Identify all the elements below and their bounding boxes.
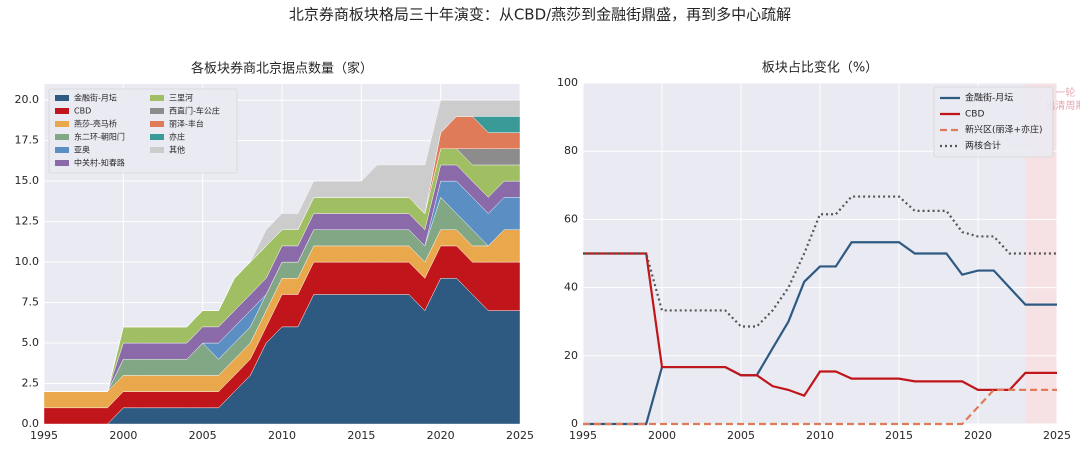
legend-box bbox=[933, 86, 1054, 158]
y-tick-label: 40 bbox=[564, 281, 578, 294]
y-tick-label: 5.0 bbox=[22, 336, 40, 349]
subplot-title: 各板块券商北京据点数量（家） bbox=[191, 61, 373, 77]
x-tick-label: 1995 bbox=[30, 429, 58, 442]
y-tick-label: 15.0 bbox=[15, 174, 40, 187]
legend-swatch bbox=[55, 95, 69, 101]
legend-label: 亦庄 bbox=[169, 132, 185, 142]
line bbox=[583, 195, 1057, 328]
subplot-title: 板块占比变化（%） bbox=[762, 60, 878, 76]
legend-label: CBD bbox=[74, 107, 91, 116]
y-tick-label: 10.0 bbox=[15, 255, 40, 268]
legend-label: 金融街-月坛 bbox=[965, 92, 1013, 104]
x-tick-label: 2025 bbox=[506, 429, 534, 442]
y-tick-label: 0.0 bbox=[22, 417, 40, 430]
x-tick-label: 2000 bbox=[109, 429, 137, 442]
x-tick-label: 2015 bbox=[885, 429, 913, 442]
x-tick-label: 2005 bbox=[189, 429, 217, 442]
x-tick-label: 2010 bbox=[268, 429, 296, 442]
line bbox=[583, 252, 1057, 398]
legend-swatch bbox=[150, 108, 164, 114]
annotation: 一轮 bbox=[1055, 86, 1075, 99]
legend-label: 西直门-车公庄 bbox=[169, 106, 220, 116]
legend-label: 东二环-朝阳门 bbox=[74, 132, 125, 142]
annotation: 出清周期 bbox=[1045, 99, 1080, 112]
y-tick-label: 60 bbox=[564, 212, 578, 225]
y-tick-label: 12.5 bbox=[15, 215, 40, 228]
x-tick-label: 2020 bbox=[427, 429, 455, 442]
legend-swatch bbox=[55, 108, 69, 114]
legend-label: 丽泽-丰台 bbox=[169, 119, 204, 129]
legend-swatch bbox=[150, 121, 164, 127]
x-tick-label: 2015 bbox=[347, 429, 375, 442]
legend-label: 中关村-知春路 bbox=[74, 158, 125, 168]
y-tick-label: 80 bbox=[564, 144, 578, 157]
y-tick-label: 2.5 bbox=[22, 377, 40, 390]
legend-swatch bbox=[150, 134, 164, 140]
x-tick-label: 2005 bbox=[727, 429, 755, 442]
legend-label: 新兴区(丽泽+亦庄) bbox=[965, 124, 1043, 136]
y-tick-label: 7.5 bbox=[22, 296, 40, 309]
legend-swatch bbox=[55, 147, 69, 153]
x-tick-label: 1995 bbox=[569, 429, 597, 442]
x-tick-label: 2025 bbox=[1043, 429, 1071, 442]
legend-swatch bbox=[150, 95, 164, 101]
y-tick-label: 17.5 bbox=[15, 134, 40, 147]
legend-swatch bbox=[55, 121, 69, 127]
legend-swatch bbox=[55, 160, 69, 166]
legend-label: 三里河 bbox=[169, 93, 193, 103]
figure-title: 北京券商板块格局三十年演变：从CBD/燕莎到金融街鼎盛，再到多中心疏解 bbox=[289, 6, 791, 24]
x-tick-label: 2000 bbox=[648, 429, 676, 442]
legend-label: CBD bbox=[965, 110, 984, 120]
legend-box bbox=[48, 88, 238, 174]
line bbox=[583, 388, 1057, 426]
y-tick-label: 0 bbox=[571, 417, 578, 430]
area bbox=[44, 99, 521, 392]
legend-label: 两核合计 bbox=[965, 140, 1001, 152]
legend-label: 亚奥 bbox=[74, 145, 90, 155]
legend-label: 燕莎-亮马桥 bbox=[74, 119, 117, 129]
y-tick-label: 20.0 bbox=[15, 93, 40, 106]
y-tick-label: 100 bbox=[557, 76, 578, 89]
legend-swatch bbox=[150, 147, 164, 153]
legend-label: 其他 bbox=[169, 145, 185, 155]
y-tick-label: 20 bbox=[564, 349, 578, 362]
x-tick-label: 2020 bbox=[964, 429, 992, 442]
x-tick-label: 2010 bbox=[806, 429, 834, 442]
legend-swatch bbox=[55, 134, 69, 140]
legend-label: 金融街-月坛 bbox=[74, 93, 117, 103]
